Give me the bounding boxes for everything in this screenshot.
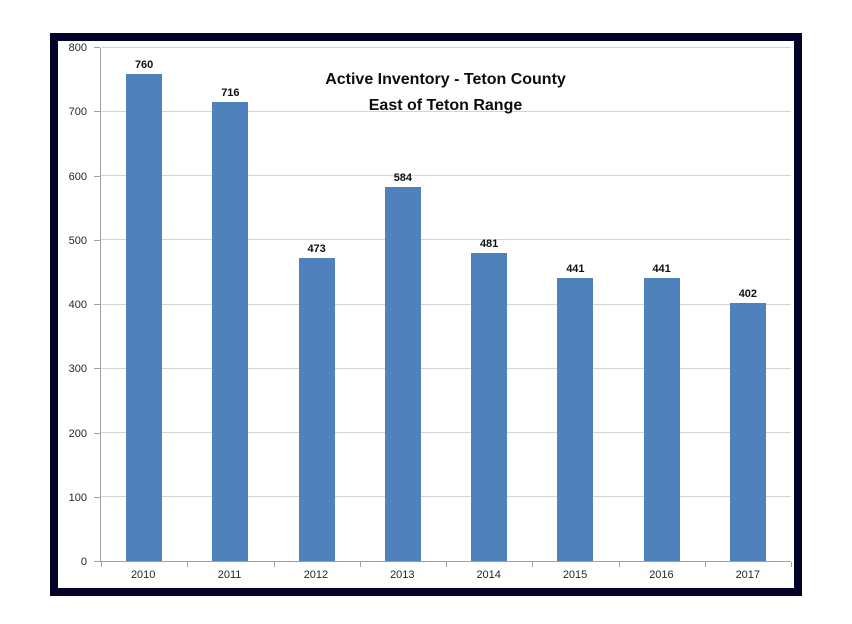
y-axis-label-100: 100: [68, 491, 87, 504]
gridline-700: [101, 111, 791, 113]
gridline-100: [101, 495, 791, 497]
bar-column-2015: 441: [532, 48, 618, 561]
y-axis-tick-0: [94, 561, 100, 562]
y-axis-label-300: 300: [68, 363, 87, 376]
y-axis-tick-600: [94, 175, 100, 177]
bar-value-label-2011: 716: [221, 86, 240, 99]
gridline-500: [101, 239, 791, 241]
y-axis-tick-800: [94, 47, 100, 48]
bars-container: 760 716 473 584 481 441 441 402: [101, 48, 791, 561]
bar-column-2010: 760: [101, 48, 187, 561]
bar-2013: [384, 186, 421, 561]
x-axis-tick-6: [618, 562, 620, 567]
bar-column-2016: 441: [619, 48, 705, 561]
y-axis-label-600: 600: [68, 170, 87, 183]
bar-column-2013: 584: [360, 48, 446, 561]
x-axis-tick-8: [791, 562, 792, 567]
x-axis-label-2015: 2015: [562, 569, 588, 581]
y-axis-tick-200: [94, 432, 100, 434]
y-axis-label-0: 0: [80, 556, 87, 568]
bar-chart: 0 100 200 300 400 500 600 700 800 760 716 473 584 48…: [58, 41, 794, 588]
x-axis-label-2011: 2011: [217, 569, 242, 581]
bar-2016: [643, 278, 680, 561]
plot-area: 760 716 473 584 481 441 441 402: [100, 47, 792, 567]
y-axis-label-200: 200: [68, 427, 87, 440]
bar-value-label-2010: 760: [134, 58, 154, 71]
x-axis-tick-7: [704, 562, 706, 567]
x-axis-tick-5: [532, 562, 534, 567]
y-axis-label-400: 400: [68, 299, 87, 311]
bar-2011: [212, 101, 249, 561]
x-axis-label-2017: 2017: [735, 569, 761, 581]
bar-2010: [126, 73, 163, 561]
x-axis-label-2010: 2010: [130, 569, 156, 581]
chart-frame: 0 100 200 300 400 500 600 700 800 760 716 473 584 48…: [50, 33, 802, 596]
x-axis-tick-1: [187, 562, 189, 567]
y-axis-tick-400: [94, 304, 100, 305]
bar-2015: [557, 278, 594, 561]
bar-value-label-2012: 473: [307, 242, 326, 255]
x-axis-label-2013: 2013: [390, 569, 415, 581]
bar-value-label-2013: 584: [393, 171, 413, 184]
y-axis-tick-300: [94, 368, 100, 370]
bar-column-2011: 716: [187, 48, 273, 561]
bar-value-label-2016: 441: [652, 263, 671, 276]
x-axis-label-2016: 2016: [649, 569, 674, 581]
bar-column-2017: 402: [705, 48, 791, 561]
y-axis-tick-100: [94, 496, 100, 498]
bar-value-label-2015: 441: [566, 263, 585, 276]
bar-2017: [729, 303, 766, 561]
y-axis-label-500: 500: [68, 234, 87, 247]
bar-2014: [471, 252, 508, 561]
gridline-200: [101, 431, 791, 433]
bar-column-2014: 481: [446, 48, 532, 561]
gridline-300: [101, 367, 791, 369]
bar-value-label-2017: 402: [738, 288, 758, 301]
bar-value-label-2014: 481: [479, 237, 499, 250]
gridline-600: [101, 175, 791, 177]
y-axis-label-700: 700: [68, 106, 87, 119]
y-axis: 0 100 200 300 400 500 600 700 800: [58, 42, 100, 568]
y-axis-tick-500: [94, 239, 100, 241]
y-axis-label-800: 800: [68, 42, 87, 54]
x-axis-tick-0: [101, 562, 102, 567]
x-axis-label-2012: 2012: [303, 569, 329, 581]
bar-column-2012: 473: [274, 48, 360, 561]
x-axis-label-2014: 2014: [476, 569, 501, 581]
bar-2012: [298, 257, 335, 561]
x-axis: 2010 2011 2012 2013 2014 2015 2016 2017: [100, 569, 791, 581]
gridline-400: [101, 303, 791, 305]
gridline-800: [101, 47, 791, 48]
x-axis-tick-2: [273, 562, 275, 567]
y-axis-tick-700: [94, 111, 100, 113]
x-axis-tick-3: [359, 562, 361, 567]
x-axis-tick-4: [446, 562, 447, 567]
